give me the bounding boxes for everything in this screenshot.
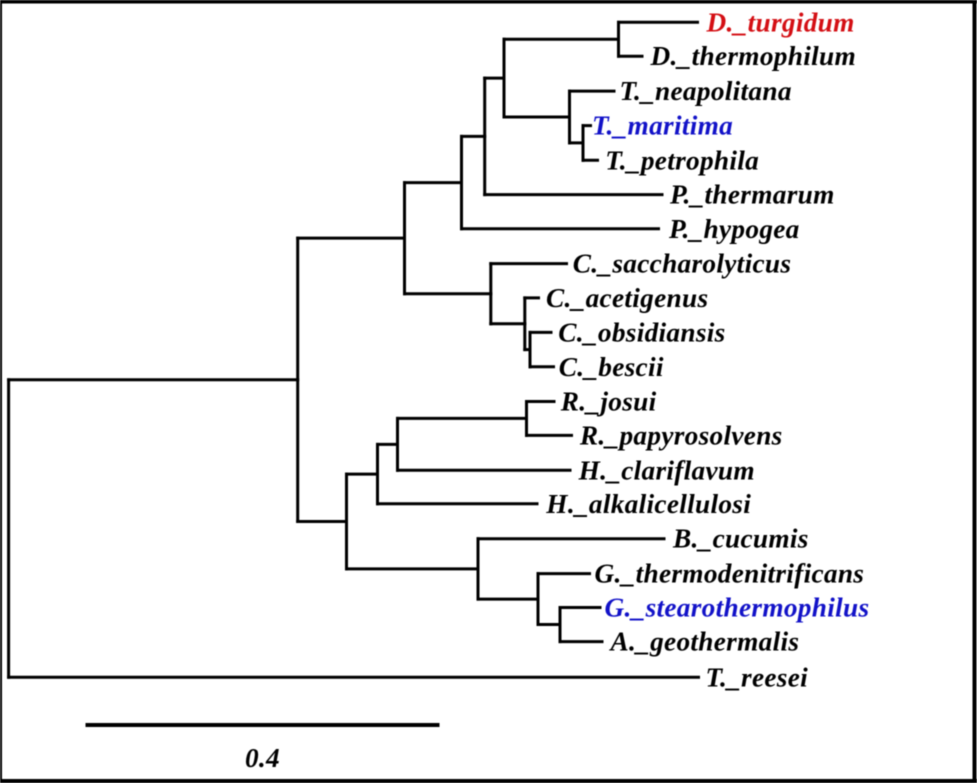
- svg-text:T._petrophila: T._petrophila: [605, 145, 759, 175]
- svg-text:A._geothermalis: A._geothermalis: [609, 627, 800, 657]
- svg-text:T._neapolitana: T._neapolitana: [620, 76, 792, 106]
- svg-text:G._thermodenitrificans: G._thermodenitrificans: [595, 559, 865, 589]
- svg-text:B._cucumis: B._cucumis: [672, 524, 809, 554]
- svg-text:H._clariflavum: H._clariflavum: [578, 455, 755, 485]
- svg-text:G._stearothermophilus: G._stearothermophilus: [605, 593, 870, 623]
- svg-text:C._saccharolyticus: C._saccharolyticus: [573, 249, 791, 279]
- svg-text:D._turgidum: D._turgidum: [706, 7, 855, 37]
- svg-text:D._thermophilum: D._thermophilum: [650, 41, 856, 71]
- svg-text:C._acetigenus: C._acetigenus: [546, 283, 708, 313]
- svg-text:P._hypogea: P._hypogea: [668, 214, 800, 244]
- svg-text:0.4: 0.4: [245, 743, 280, 773]
- svg-text:R._josui: R._josui: [560, 387, 657, 417]
- svg-text:T._reesei: T._reesei: [706, 662, 809, 692]
- svg-text:R._papyrosolvens: R._papyrosolvens: [579, 420, 783, 450]
- svg-text:H._alkalicellulosi: H._alkalicellulosi: [545, 489, 751, 519]
- svg-text:C._obsidiansis: C._obsidiansis: [558, 317, 725, 347]
- svg-text:P._thermarum: P._thermarum: [669, 180, 835, 210]
- svg-text:C._bescii: C._bescii: [559, 352, 664, 382]
- svg-text:T._maritima: T._maritima: [592, 111, 733, 141]
